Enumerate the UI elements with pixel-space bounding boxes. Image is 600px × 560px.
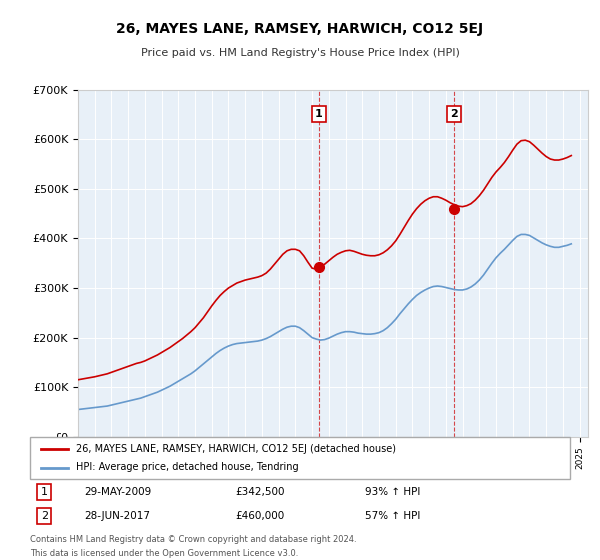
Text: 57% ↑ HPI: 57% ↑ HPI <box>365 511 420 521</box>
Text: 1: 1 <box>315 109 323 119</box>
Text: Price paid vs. HM Land Registry's House Price Index (HPI): Price paid vs. HM Land Registry's House … <box>140 48 460 58</box>
Text: 28-JUN-2017: 28-JUN-2017 <box>84 511 150 521</box>
Text: 93% ↑ HPI: 93% ↑ HPI <box>365 487 420 497</box>
Text: £342,500: £342,500 <box>235 487 285 497</box>
Text: 1: 1 <box>41 487 48 497</box>
Text: 26, MAYES LANE, RAMSEY, HARWICH, CO12 5EJ: 26, MAYES LANE, RAMSEY, HARWICH, CO12 5E… <box>116 22 484 36</box>
Text: Contains HM Land Registry data © Crown copyright and database right 2024.: Contains HM Land Registry data © Crown c… <box>30 535 356 544</box>
Text: 29-MAY-2009: 29-MAY-2009 <box>84 487 151 497</box>
Text: HPI: Average price, detached house, Tendring: HPI: Average price, detached house, Tend… <box>76 463 299 473</box>
FancyBboxPatch shape <box>30 437 570 479</box>
Text: 2: 2 <box>450 109 458 119</box>
Text: This data is licensed under the Open Government Licence v3.0.: This data is licensed under the Open Gov… <box>30 549 298 558</box>
Text: 26, MAYES LANE, RAMSEY, HARWICH, CO12 5EJ (detached house): 26, MAYES LANE, RAMSEY, HARWICH, CO12 5E… <box>76 444 396 454</box>
Text: 2: 2 <box>41 511 48 521</box>
Text: £460,000: £460,000 <box>235 511 284 521</box>
